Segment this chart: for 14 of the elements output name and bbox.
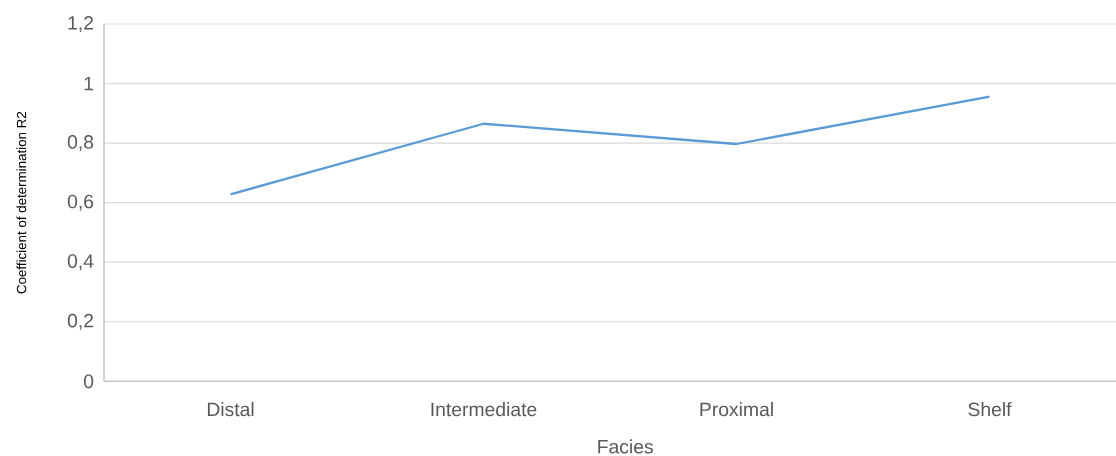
y-tick-label: 1 (84, 76, 94, 91)
x-tick-label: Proximal (700, 402, 773, 417)
line-series (229, 95, 991, 196)
y-tick-label: 0,2 (67, 313, 94, 330)
x-tick-label: Shelf (968, 402, 1012, 417)
y-tick-label: 1,2 (68, 16, 94, 32)
x-tick-label: Distal (207, 402, 254, 417)
y-tick-label: 0,6 (67, 194, 94, 211)
x-tick-label: Intermediate (431, 402, 537, 417)
y-tick-label: 0 (83, 374, 94, 389)
x-axis-title: Facies (598, 439, 653, 454)
y-tick-label: 0,8 (67, 135, 94, 152)
y-axis-title: Coefficient of determination R2 (16, 111, 27, 294)
y-tick-label: 0,4 (67, 254, 94, 271)
